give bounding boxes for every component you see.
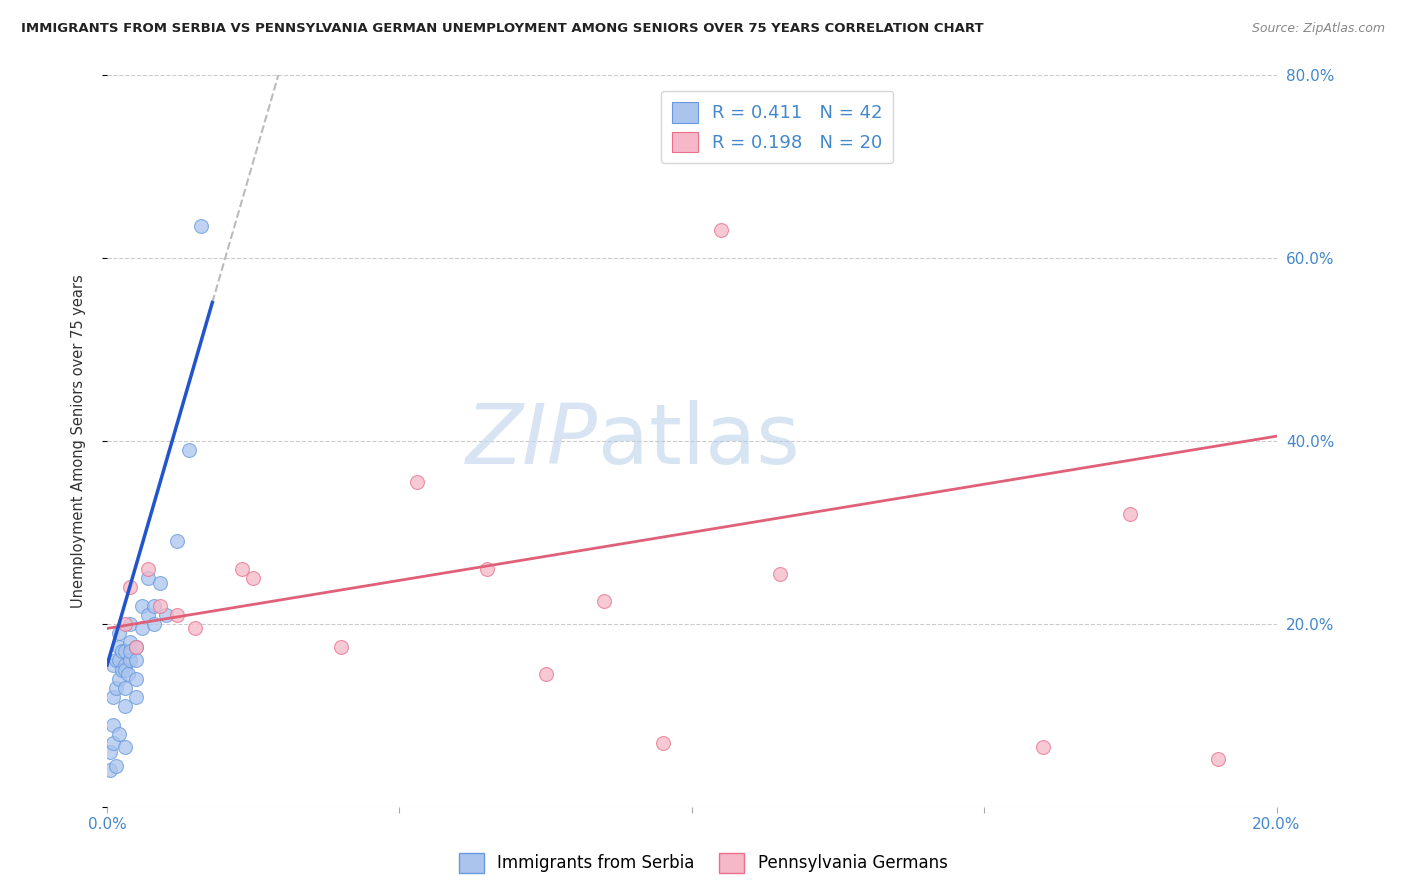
Point [107, 727, 129, 741]
Legend: R = 0.411   N = 42, R = 0.198   N = 20: R = 0.411 N = 42, R = 0.198 N = 20 [661, 91, 893, 163]
Point [101, 717, 124, 731]
Point [166, 607, 188, 622]
Point [114, 740, 136, 755]
Point [1032, 740, 1054, 755]
Point [406, 475, 429, 489]
Point [114, 663, 136, 677]
Point [107, 653, 129, 667]
Point [710, 223, 733, 237]
Point [107, 626, 129, 640]
Point [190, 219, 212, 233]
Point [136, 607, 159, 622]
Point [149, 575, 172, 590]
Point [155, 607, 177, 622]
Point [534, 667, 557, 681]
Point [136, 562, 159, 576]
Point [131, 622, 153, 636]
Point [242, 571, 264, 585]
Point [593, 594, 616, 608]
Point [120, 644, 142, 658]
Point [114, 699, 136, 714]
Point [330, 640, 353, 654]
Point [101, 658, 124, 673]
Point [101, 736, 124, 750]
Point [768, 566, 790, 581]
Text: ZIP: ZIP [467, 401, 598, 482]
Point [125, 690, 148, 705]
Point [184, 622, 207, 636]
Point [107, 640, 129, 654]
Y-axis label: Unemployment Among Seniors over 75 years: Unemployment Among Seniors over 75 years [72, 274, 86, 607]
Legend: Immigrants from Serbia, Pennsylvania Germans: Immigrants from Serbia, Pennsylvania Ger… [451, 847, 955, 880]
Point [101, 690, 124, 705]
Point [120, 635, 142, 649]
Text: Source: ZipAtlas.com: Source: ZipAtlas.com [1251, 22, 1385, 36]
Point [475, 562, 498, 576]
Point [117, 667, 139, 681]
Point [231, 562, 253, 576]
Point [104, 681, 127, 695]
Point [166, 534, 188, 549]
Point [1119, 507, 1142, 521]
Point [107, 672, 129, 686]
Point [98, 764, 121, 778]
Text: IMMIGRANTS FROM SERBIA VS PENNSYLVANIA GERMAN UNEMPLOYMENT AMONG SENIORS OVER 75: IMMIGRANTS FROM SERBIA VS PENNSYLVANIA G… [21, 22, 984, 36]
Point [111, 644, 134, 658]
Point [142, 599, 165, 613]
Text: atlas: atlas [598, 401, 800, 482]
Point [125, 640, 148, 654]
Point [142, 616, 165, 631]
Point [125, 653, 148, 667]
Point [114, 616, 136, 631]
Point [177, 442, 200, 457]
Point [651, 736, 673, 750]
Point [114, 681, 136, 695]
Point [136, 571, 159, 585]
Point [149, 599, 172, 613]
Point [111, 663, 134, 677]
Point [114, 644, 136, 658]
Point [120, 616, 142, 631]
Point [104, 653, 127, 667]
Point [125, 672, 148, 686]
Point [125, 640, 148, 654]
Point [120, 580, 142, 594]
Point [131, 599, 153, 613]
Point [104, 759, 127, 773]
Point [120, 653, 142, 667]
Point [98, 745, 121, 759]
Point [114, 658, 136, 673]
Point [1206, 752, 1229, 766]
